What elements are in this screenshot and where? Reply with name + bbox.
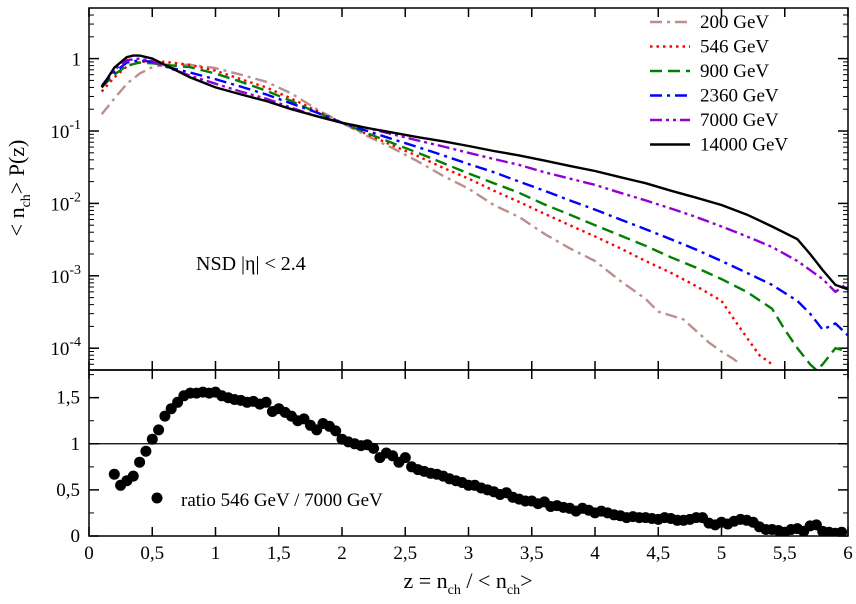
x-axis-title-a: z = n	[403, 568, 447, 593]
top-y-tick-label: 10-4	[50, 335, 81, 360]
legend: 200 GeV 546 GeV 900 GeV 2360 GeV 7000 GeV 140…	[650, 12, 788, 156]
series-line-200-gev	[100, 63, 742, 366]
top-y-tick-label: 1	[72, 50, 82, 71]
bottom-x-tick-label: 1	[211, 543, 221, 564]
bottom-y-tick-label: 1,5	[56, 388, 80, 409]
ratio-point	[159, 410, 171, 422]
legend-label: 546 GeV	[700, 37, 769, 58]
legend-label: 7000 GeV	[700, 110, 779, 131]
legend-label: 2360 GeV	[700, 86, 779, 107]
top-y-tick-label: 10-3	[50, 263, 81, 288]
tick-base: 10	[50, 339, 69, 360]
ratio-legend-marker	[151, 492, 163, 504]
legend-label: 900 GeV	[700, 61, 769, 82]
series-line-7000-gev	[100, 57, 848, 294]
x-axis-title: z = nch / < nch>	[403, 568, 532, 598]
bottom-x-tick-label: 4	[590, 543, 600, 564]
bottom-x-tick-label: 3,5	[520, 543, 544, 564]
bottom-x-tick-label: 5,5	[773, 543, 797, 564]
ratio-point	[836, 526, 848, 536]
top-y-tick-label: 10-1	[50, 118, 81, 143]
series-line-14000-gev	[100, 54, 848, 291]
tick-exponent: -2	[69, 190, 81, 205]
series-line-2360-gev	[100, 59, 848, 337]
series-line-900-gev	[100, 61, 848, 370]
ratio-point	[399, 452, 411, 464]
top-y-tick-label: 10-2	[50, 190, 81, 215]
bottom-x-tick-label: 1,5	[267, 543, 291, 564]
bottom-panel: 0 0,5 1 1,5 0 0,5 1 1,5 2 2,5 3 3,5 4 4,5 5 5,5 6 ratio …	[56, 369, 853, 564]
x-axis-title-sub2: ch	[507, 583, 520, 598]
tick-base: 10	[50, 194, 69, 215]
tick-exponent: -1	[69, 118, 81, 133]
ratio-legend-label: ratio 546 GeV / 7000 GeV	[181, 490, 383, 511]
x-axis-title-b: / < n	[461, 568, 507, 593]
bottom-x-tick-label: 2	[337, 543, 347, 564]
y-axis-title: < nch> P(z)	[4, 140, 34, 237]
tick-base: 10	[50, 267, 69, 288]
legend-label: 200 GeV	[700, 12, 769, 33]
bottom-x-tick-label: 0,5	[140, 543, 164, 564]
tick-base: 10	[50, 122, 69, 143]
ratio-points-group	[108, 386, 848, 536]
bottom-y-tick-label: 1	[71, 434, 81, 455]
ratio-point	[146, 433, 158, 445]
tick-exponent: -4	[69, 335, 81, 350]
ratio-point	[330, 425, 342, 437]
tick-base: 1	[72, 50, 82, 71]
ratio-point	[140, 445, 152, 457]
x-axis-title-c: >	[520, 568, 532, 593]
ratio-point	[127, 470, 139, 482]
series-line-546-gev	[100, 60, 773, 366]
nsd-annotation: NSD |η| < 2.4	[196, 253, 306, 275]
bottom-x-tick-label: 4,5	[646, 543, 670, 564]
top-y-ticks: 110-110-210-310-4	[50, 7, 849, 371]
bottom-y-tick-label: 0	[71, 526, 81, 547]
ratio-point	[108, 468, 120, 480]
legend-label: 14000 GeV	[700, 135, 788, 156]
y-axis-title-main: < n	[4, 207, 29, 236]
ratio-point	[153, 424, 165, 436]
bottom-x-tick-label: 2,5	[393, 543, 417, 564]
bottom-y-tick-label: 0,5	[56, 480, 80, 501]
bottom-ticks: 0 0,5 1 1,5 0 0,5 1 1,5 2 2,5 3 3,5 4 4,5 5 5,5 6	[56, 370, 853, 564]
tick-exponent: -3	[69, 263, 81, 278]
top-panel: 110-110-210-310-4 NSD |η| < 2.4 200 GeV5…	[50, 7, 849, 371]
y-axis-title-rest: > P(z)	[4, 140, 29, 195]
ratio-point	[368, 442, 380, 454]
bottom-x-tick-label: 5	[717, 543, 727, 564]
bottom-x-tick-label: 6	[843, 543, 853, 564]
bottom-x-tick-label: 0	[84, 543, 94, 564]
bottom-x-tick-label: 3	[464, 543, 474, 564]
x-axis-title-sub1: ch	[448, 583, 461, 598]
ratio-point	[134, 456, 146, 468]
top-series-group	[100, 54, 848, 370]
ratio-point	[260, 396, 272, 408]
y-axis-title-sub: ch	[19, 194, 34, 207]
